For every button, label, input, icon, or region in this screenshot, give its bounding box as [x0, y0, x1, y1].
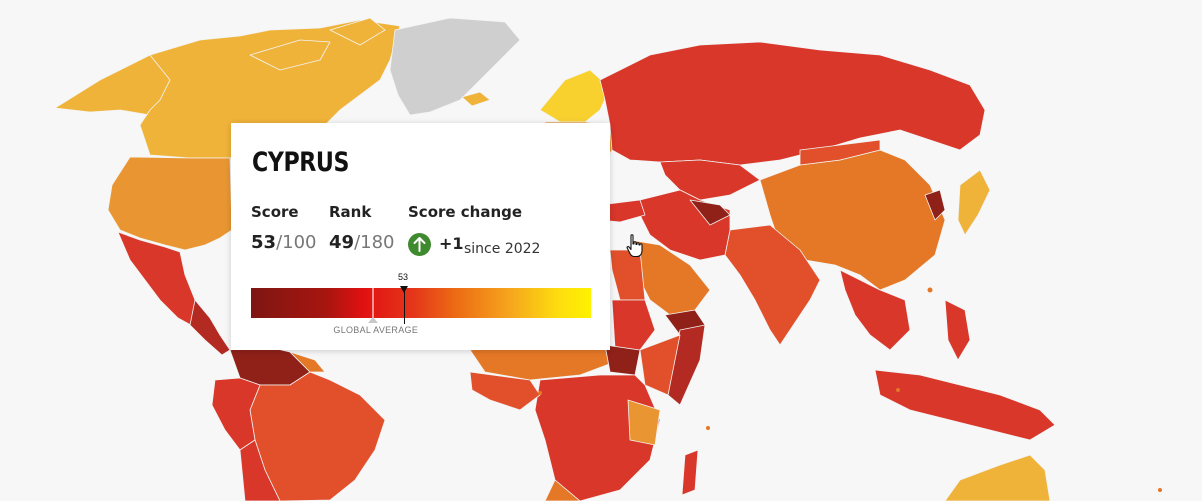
- score-max: /100: [276, 232, 317, 253]
- country-central-america[interactable]: [189, 299, 231, 356]
- score-value-group: 53/100: [251, 232, 316, 253]
- score-change-since: since 2022: [464, 241, 541, 257]
- rank-value: 49: [329, 232, 355, 253]
- country-canada[interactable]: [139, 19, 401, 159]
- score-change-label: Score change: [408, 203, 523, 221]
- country-bolivia[interactable]: [239, 439, 281, 501]
- country-sudan[interactable]: [611, 299, 656, 351]
- arrow-up-icon: [408, 233, 431, 256]
- country-usa[interactable]: [107, 156, 233, 251]
- rank-value-group: 49/180: [329, 232, 394, 253]
- country-west-africa[interactable]: [469, 371, 541, 411]
- country-greenland[interactable]: [389, 17, 521, 116]
- score-label: Score: [251, 203, 299, 221]
- country-kazakhstan[interactable]: [659, 159, 761, 201]
- hand-cursor-icon: [626, 234, 643, 258]
- country-name: CYPRUS: [252, 147, 350, 178]
- global-average-marker: [368, 317, 379, 323]
- country-turkmenistan[interactable]: [689, 199, 731, 226]
- country-india[interactable]: [724, 224, 821, 346]
- small-islands: [538, 287, 1162, 492]
- country-tooltip: CYPRUS Score 53/100 Rank 49/180 Score ch…: [231, 123, 610, 350]
- country-philippines[interactable]: [944, 299, 971, 361]
- country-mongolia[interactable]: [799, 139, 881, 166]
- country-tanzania[interactable]: [627, 399, 661, 446]
- country-canada-islands[interactable]: [249, 17, 386, 71]
- global-average-label: GLOBAL AVERAGE: [333, 325, 419, 335]
- country-japan[interactable]: [957, 169, 991, 236]
- country-southeast-asia[interactable]: [839, 269, 911, 351]
- rank-max: /180: [354, 232, 395, 253]
- country-korea[interactable]: [924, 189, 946, 221]
- country-madagascar[interactable]: [681, 449, 699, 496]
- country-southern-africa[interactable]: [544, 479, 581, 501]
- score-marker-pointer: [400, 286, 408, 293]
- score-value: 53: [251, 232, 277, 253]
- rank-label: Rank: [329, 203, 372, 221]
- country-south-sudan[interactable]: [604, 344, 641, 376]
- score-scale-bar: [251, 288, 591, 318]
- score-marker-line: [404, 290, 405, 324]
- country-russia[interactable]: [599, 41, 986, 166]
- score-change-value: +1: [439, 234, 464, 253]
- global-average-line: [372, 288, 375, 318]
- country-iceland[interactable]: [461, 91, 491, 107]
- country-indonesia[interactable]: [874, 369, 1056, 441]
- country-guyana[interactable]: [289, 351, 326, 373]
- score-marker-label: 53: [398, 272, 409, 282]
- country-ethiopia[interactable]: [639, 334, 681, 396]
- country-australia[interactable]: [944, 454, 1051, 501]
